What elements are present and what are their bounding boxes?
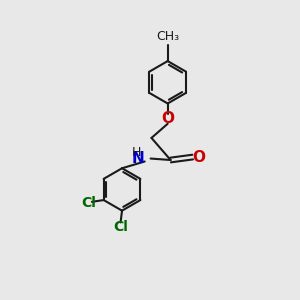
Text: CH₃: CH₃ xyxy=(156,30,179,43)
Text: H: H xyxy=(132,146,141,159)
Text: O: O xyxy=(161,111,174,126)
Text: Cl: Cl xyxy=(81,196,96,210)
Text: N: N xyxy=(132,151,145,166)
Text: Cl: Cl xyxy=(113,220,128,234)
Text: O: O xyxy=(193,150,206,165)
